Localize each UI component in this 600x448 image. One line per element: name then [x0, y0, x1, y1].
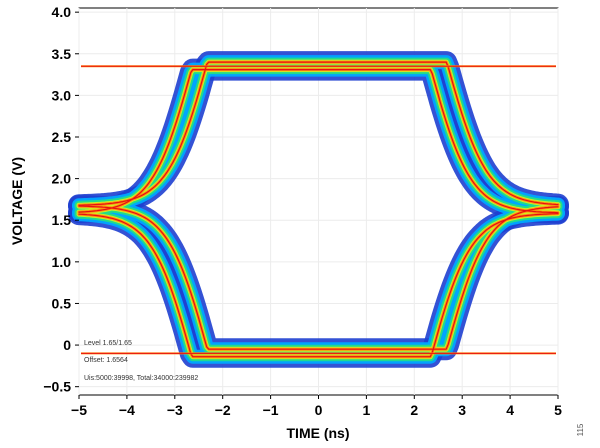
eye-trace-band	[78, 213, 559, 358]
y-tick-label: 1.5	[52, 212, 72, 228]
y-tick-label: −0.5	[43, 379, 71, 395]
y-tick-label: 2.5	[52, 129, 72, 145]
y-tick-label: 3.0	[52, 87, 72, 103]
x-tick-label: 4	[506, 402, 514, 418]
x-axis-title: TIME (ns)	[287, 425, 350, 441]
x-tick-label: −2	[215, 402, 231, 418]
x-tick-label: 0	[315, 402, 323, 418]
scope-overlay: Level 1.65/1.65 Offset: 1.6564 Uis:5000:…	[84, 340, 198, 382]
x-tick-label: −1	[263, 402, 279, 418]
y-axis-title: VOLTAGE (V)	[9, 157, 25, 245]
eye-trace-band	[78, 61, 559, 206]
scope-overlay-line-3: Uis:5000:39998, Total:34000:239982	[84, 375, 198, 382]
x-tick-label: 1	[363, 402, 371, 418]
y-tick-label: 4.0	[52, 4, 72, 20]
plot-area	[68, 7, 569, 396]
figure-number: 115	[576, 423, 585, 436]
x-tick-label: −3	[167, 402, 183, 418]
y-axis-ticks: −0.5 0 0.5 1.0 1.5 2.0 2.5 3.0 3.5 4.0	[43, 4, 79, 395]
eye-traces	[68, 51, 569, 368]
y-tick-label: 2.0	[52, 171, 72, 187]
y-tick-label: 0	[63, 337, 71, 353]
eye-trace-band	[78, 205, 559, 350]
eye-trace-band	[78, 69, 559, 214]
scope-overlay-line-1: Level 1.65/1.65	[84, 340, 132, 347]
x-axis-ticks: −5 −4 −3 −2 −1 0 1 2 3 4 5	[71, 395, 562, 418]
x-tick-label: −4	[119, 402, 135, 418]
x-tick-label: −5	[71, 402, 87, 418]
y-tick-label: 3.5	[52, 46, 72, 62]
y-tick-label: 0.5	[52, 295, 72, 311]
x-tick-label: 5	[554, 402, 562, 418]
y-tick-label: 1.0	[52, 254, 72, 270]
x-tick-label: 3	[458, 402, 466, 418]
x-tick-label: 2	[410, 402, 418, 418]
scope-overlay-line-2: Offset: 1.6564	[84, 357, 128, 364]
